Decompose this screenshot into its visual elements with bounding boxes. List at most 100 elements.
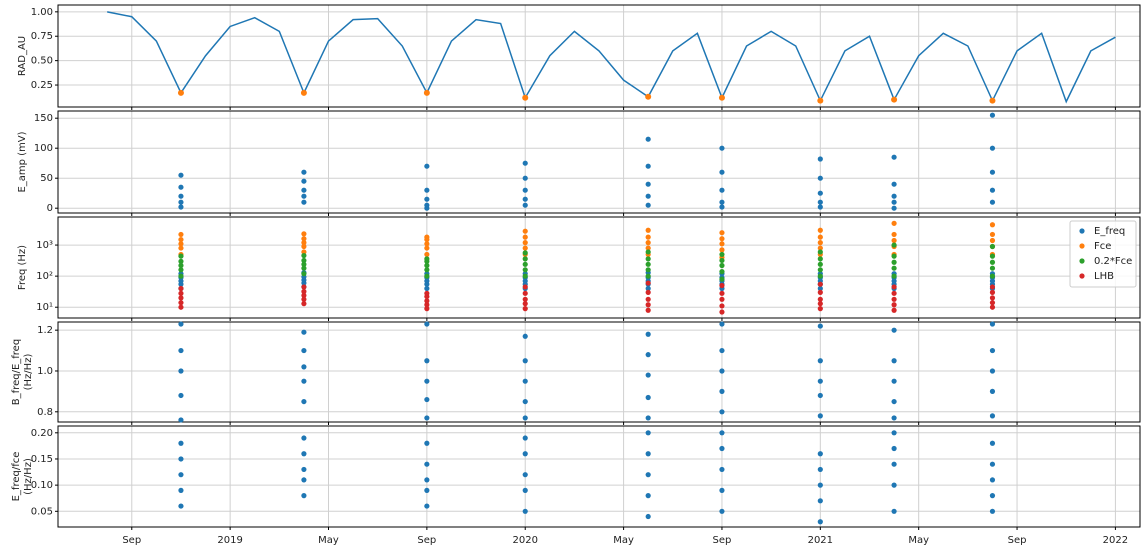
scatter-point <box>424 440 430 446</box>
legend-label: Fce <box>1094 241 1111 252</box>
scatter-point <box>178 304 184 310</box>
scatter-point <box>424 358 430 364</box>
x-tick-label: May <box>318 535 339 546</box>
scatter-point <box>301 240 307 246</box>
scatter-point <box>424 256 430 262</box>
scatter-point <box>301 243 307 250</box>
scatter-point <box>891 358 897 364</box>
scatter-point <box>301 178 307 184</box>
scatter-point <box>301 265 307 271</box>
scatter-point <box>891 237 897 244</box>
scatter-point <box>989 461 996 467</box>
scatter-point <box>178 199 184 205</box>
scatter-point <box>645 289 651 295</box>
y-tick-label: 1.0 <box>37 366 53 377</box>
scatter-point <box>178 392 184 399</box>
scatter-point <box>817 199 823 205</box>
scatter-point <box>522 187 528 193</box>
scatter-point <box>178 273 184 279</box>
scatter-point <box>719 247 725 253</box>
highlight-point <box>300 89 307 96</box>
y-tick-label: 10¹ <box>36 302 53 313</box>
scatter-point <box>645 302 651 308</box>
scatter-point <box>645 472 651 478</box>
scatter-point <box>424 290 430 296</box>
y-tick-label: 1.2 <box>37 325 53 336</box>
scatter-point <box>522 245 528 251</box>
scatter-point <box>817 227 823 233</box>
scatter-point <box>989 295 996 301</box>
scatter-point <box>424 241 430 247</box>
y-tick-label: 0.15 <box>31 454 53 465</box>
scatter-point <box>989 273 996 279</box>
highlight-point <box>423 89 430 96</box>
scatter-point <box>817 281 823 287</box>
scatter-point <box>301 477 307 483</box>
y-tick-label: 0.8 <box>37 407 53 418</box>
scatter-point <box>301 261 307 267</box>
scatter-point <box>424 302 430 308</box>
scatter-point <box>645 163 651 169</box>
scatter-point <box>645 352 651 358</box>
scatter-point <box>891 378 897 384</box>
legend-label: LHB <box>1094 271 1114 282</box>
scatter-point <box>522 290 528 296</box>
scatter-point <box>424 273 430 279</box>
scatter-point <box>178 245 184 251</box>
scatter-point <box>989 477 996 483</box>
scatter-point <box>719 409 725 415</box>
scatter-point <box>719 321 725 327</box>
scatter-point <box>719 347 725 354</box>
scatter-point <box>645 249 651 255</box>
scatter-point <box>301 435 307 441</box>
scatter-point <box>891 430 897 436</box>
scatter-point <box>817 413 823 419</box>
scatter-point <box>522 451 528 457</box>
scatter-point <box>719 508 725 514</box>
scatter-point <box>891 253 897 259</box>
y-tick-label: 10³ <box>36 240 53 251</box>
scatter-point <box>178 503 184 509</box>
scatter-point <box>522 240 528 246</box>
scatter-point <box>719 296 725 302</box>
scatter-point <box>817 358 823 364</box>
scatter-point <box>178 172 184 178</box>
scatter-point <box>719 487 725 493</box>
scatter-point <box>891 199 897 205</box>
scatter-point <box>891 415 897 421</box>
scatter-point <box>817 256 823 262</box>
scatter-point <box>424 187 430 193</box>
scatter-point <box>301 329 307 335</box>
scatter-point <box>891 231 897 238</box>
highlight-point <box>718 94 725 101</box>
scatter-point <box>522 333 528 339</box>
scatter-point <box>178 285 184 292</box>
scatter-point <box>522 196 528 202</box>
scatter-point <box>424 285 430 292</box>
scatter-point <box>891 307 897 313</box>
scatter-point <box>301 296 307 302</box>
scatter-point <box>424 251 430 258</box>
scatter-point <box>424 321 430 327</box>
scatter-point <box>891 205 897 211</box>
scatter-point <box>891 296 897 302</box>
y-tick-label: 0.20 <box>31 428 53 439</box>
highlight-point <box>817 97 824 104</box>
scatter-point <box>817 190 823 196</box>
scatter-point <box>989 265 996 271</box>
scatter-point <box>301 271 307 277</box>
scatter-point <box>891 290 897 296</box>
scatter-point <box>645 181 651 187</box>
scatter-point <box>817 261 823 267</box>
scatter-point <box>522 175 528 181</box>
scatter-point <box>424 196 430 202</box>
scatter-point <box>645 202 651 208</box>
y-axis-label: RAD_AU <box>17 36 28 76</box>
scatter-point <box>424 267 430 273</box>
scatter-point <box>817 234 823 240</box>
scatter-point <box>178 295 184 301</box>
scatter-point <box>178 472 184 478</box>
scatter-point <box>891 154 897 160</box>
scatter-point <box>178 417 184 423</box>
scatter-point <box>817 323 823 329</box>
